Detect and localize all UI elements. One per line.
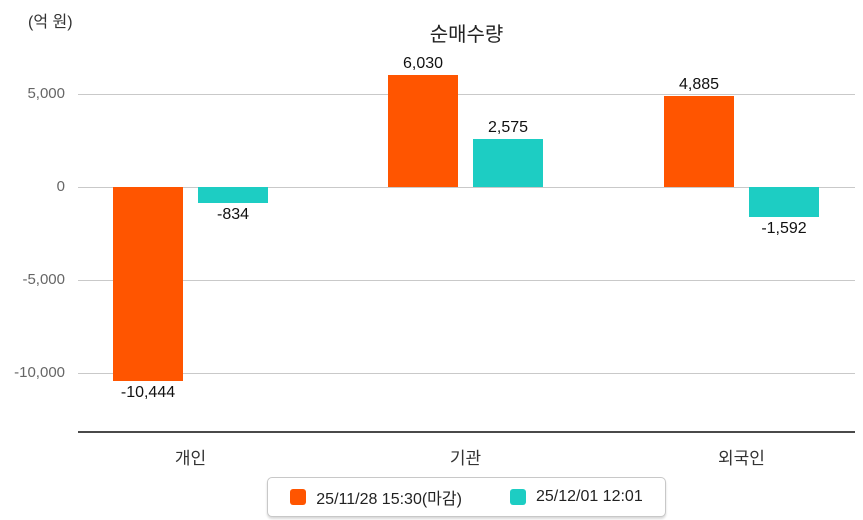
y-axis-tick-label: 5,000: [27, 85, 65, 102]
gridline: [78, 94, 855, 95]
bar-series2-cat1: [198, 187, 268, 203]
bar-value-label: 6,030: [402, 54, 444, 72]
legend-swatch-icon: [509, 489, 526, 505]
legend-label: 25/12/01 12:01: [535, 488, 643, 505]
bar-value-label: -10,444: [120, 384, 176, 402]
bar-value-label: 2,575: [487, 119, 529, 137]
y-axis-tick-label: -10,000: [14, 364, 65, 381]
x-axis-category-label-1: 개인: [174, 449, 207, 468]
x-axis-line: [78, 431, 855, 433]
legend: 25/11/28 15:30(마감) 25/12/01 12:01: [78, 477, 855, 517]
x-axis-category-label-2: 기관: [449, 449, 482, 468]
gridline: [78, 280, 855, 281]
legend-item-series2: 25/12/01 12:01: [509, 488, 643, 506]
gridline: [78, 373, 855, 374]
x-axis-category-label-3: 외국인: [718, 449, 765, 468]
legend-box: 25/11/28 15:30(마감) 25/12/01 12:01: [267, 477, 666, 517]
legend-swatch-icon: [290, 489, 307, 505]
bar-value-label: -1,592: [761, 219, 807, 237]
y-axis-tick-label: 0: [56, 178, 65, 195]
bar-series2-cat2: [473, 139, 543, 187]
bar-series1-cat2: [388, 74, 458, 187]
legend-label: 25/11/28 15:30(마감): [316, 491, 462, 508]
bar-value-label: -834: [216, 205, 250, 223]
bar-series1-cat3: [664, 96, 734, 187]
chart-title: 순매수량: [429, 24, 504, 46]
bar-value-label: 4,885: [678, 76, 720, 94]
y-axis-tick-label: -5,000: [22, 271, 65, 288]
bar-series2-cat3: [749, 187, 819, 217]
y-axis-unit-label: (억 원): [28, 14, 73, 31]
legend-item-series1: 25/11/28 15:30(마감): [290, 485, 462, 509]
gridline: [78, 187, 855, 188]
bar-series1-cat1: [113, 187, 183, 382]
